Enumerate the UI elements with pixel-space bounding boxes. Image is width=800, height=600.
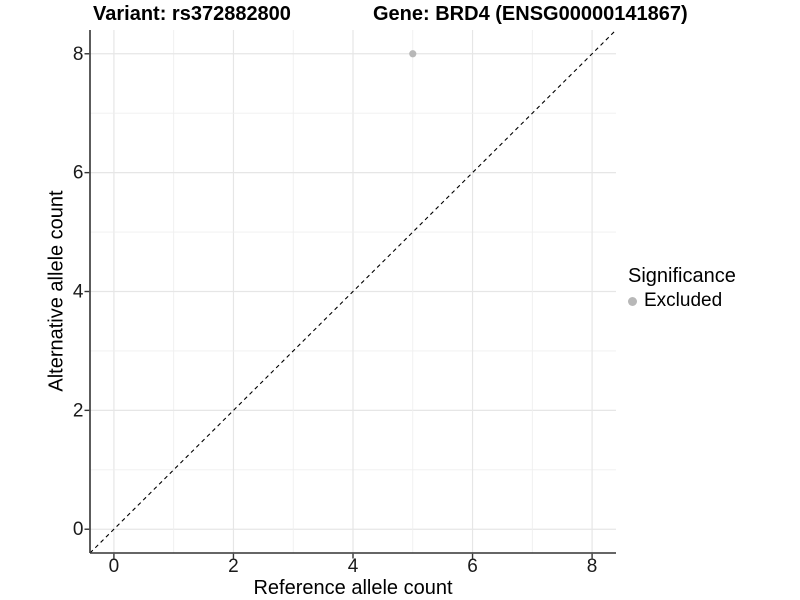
y-tick-label: 6 — [73, 163, 84, 184]
legend-title: Significance — [628, 265, 736, 287]
x-axis-title: Reference allele count — [253, 577, 453, 599]
identity-reference-line — [89, 29, 617, 554]
plot-title-variant: Variant: rs372882800 — [93, 3, 291, 25]
x-tick-label: 2 — [228, 556, 239, 577]
legend-item-excluded: Excluded — [628, 290, 736, 312]
y-tick-label: 0 — [73, 519, 84, 540]
y-axis-title: Alternative allele count — [45, 190, 68, 392]
x-tick-label: 8 — [587, 556, 598, 577]
legend-item-label: Excluded — [644, 290, 723, 311]
legend: Significance Excluded — [628, 265, 736, 312]
y-tick-label: 8 — [73, 44, 84, 65]
x-tick-label: 0 — [109, 556, 120, 577]
y-tick-label: 2 — [73, 400, 84, 421]
y-tick-label: 4 — [73, 282, 84, 303]
x-tick-label: 6 — [467, 556, 478, 577]
x-tick-label: 4 — [348, 556, 359, 577]
legend-point-icon — [628, 296, 637, 306]
data-point — [409, 50, 417, 58]
plot-title-gene: Gene: BRD4 (ENSG00000141867) — [373, 3, 688, 25]
